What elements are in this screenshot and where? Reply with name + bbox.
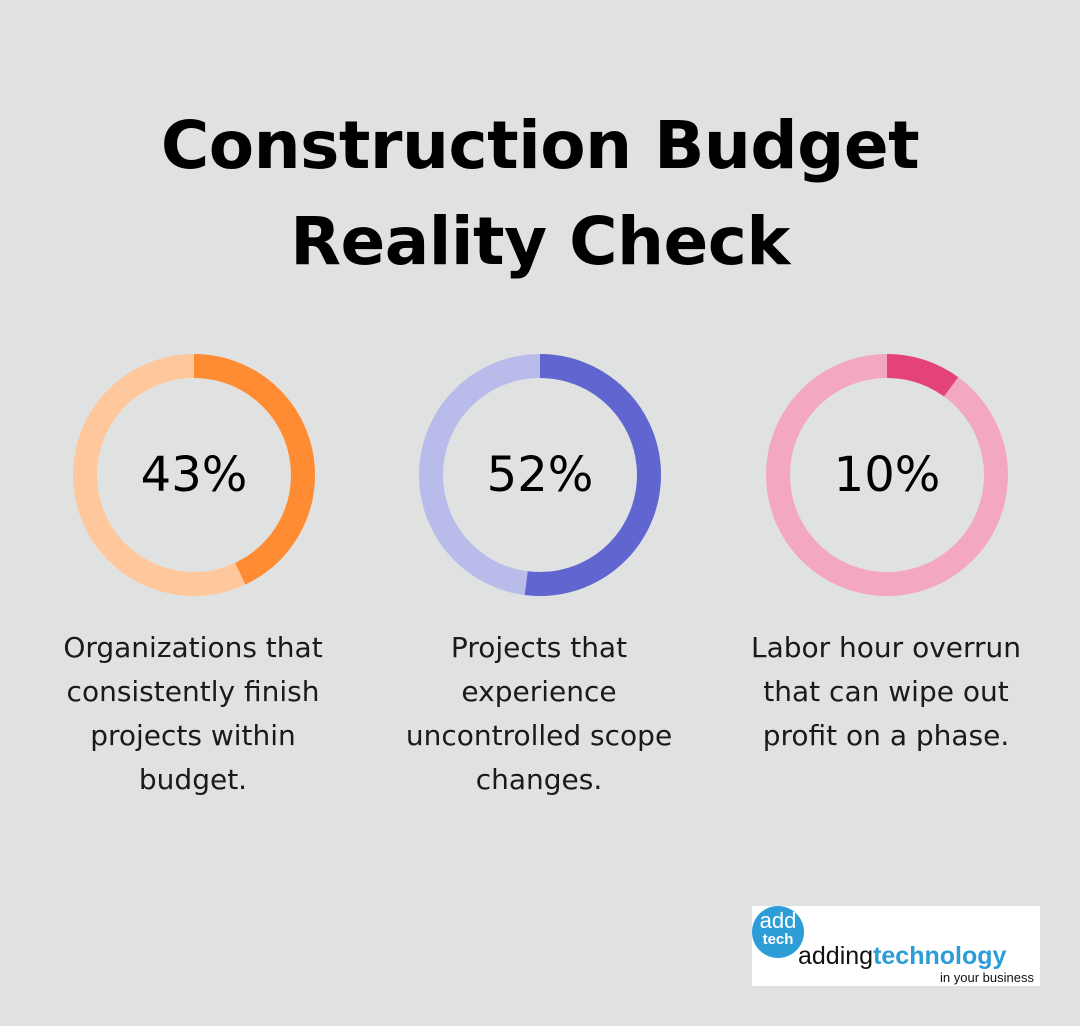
addtech-logo: add tech addingtechnology in your busine… xyxy=(752,906,1040,986)
title-line-2: Reality Check xyxy=(290,203,790,280)
stat-caption: Projects that experience uncontrolled sc… xyxy=(405,631,673,796)
donut-ring-2: 52% xyxy=(419,354,661,596)
donut-ring-3: 10% xyxy=(766,354,1008,596)
stat-value: 52% xyxy=(486,447,594,503)
donut-ring-1: 43% xyxy=(73,354,315,596)
title-line-1: Construction Budget xyxy=(160,107,920,184)
stat-value: 10% xyxy=(833,447,941,503)
stat-value: 43% xyxy=(140,447,248,503)
stat-caption: Organizations that consistently finish p… xyxy=(63,631,323,796)
page-title: Construction Budget Reality Check xyxy=(0,98,1080,290)
stat-caption: Labor hour overrun that can wipe out pro… xyxy=(750,631,1022,752)
logo-tagline: in your business xyxy=(940,970,1034,985)
logo-wordmark: addingtechnology xyxy=(798,942,1007,970)
addtech-badge-icon: add tech xyxy=(752,906,804,958)
